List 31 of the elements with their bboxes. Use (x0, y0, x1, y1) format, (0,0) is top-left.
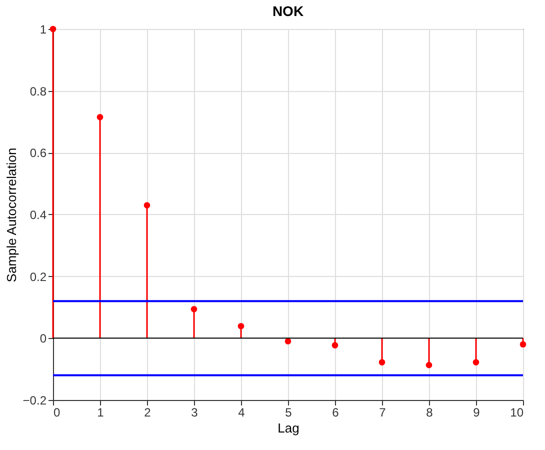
y-axis-title: Sample Autocorrelation (4, 148, 19, 282)
point (96, 114, 104, 120)
x-tick-label: 7 (379, 406, 386, 420)
x-tick-label: 0 (54, 406, 60, 420)
x-tick-label: 9 (473, 406, 480, 420)
y-tick-label: 0.6 (30, 146, 47, 160)
point (520, 341, 526, 348)
y-tick-label: 0.8 (30, 84, 47, 98)
x-tick-label: 4 (238, 406, 246, 420)
point (378, 359, 386, 366)
x-tick-label: 8 (426, 406, 434, 420)
point (426, 362, 432, 368)
x-axis-title: Lag (278, 420, 300, 436)
x-tick-label: 3 (191, 406, 198, 420)
y-tick-label: 0.2 (30, 270, 47, 284)
x-tick-label: 6 (332, 406, 340, 420)
x-tick-label: 2 (144, 406, 152, 420)
point (190, 306, 198, 312)
point (332, 342, 338, 348)
y-tick-label: −0.2 (22, 394, 47, 408)
point (284, 338, 292, 344)
y-tick-label: 0 (40, 332, 47, 346)
x-tick-label: 5 (285, 406, 292, 420)
y-tick-label: 0.4 (30, 208, 47, 222)
x-tick-label: 1 (97, 406, 104, 420)
x-tick-label: 10 (510, 406, 524, 420)
chart-title: NOK (272, 3, 304, 19)
point (238, 322, 244, 330)
y-tick-label: 1 (40, 22, 47, 36)
point (144, 202, 150, 208)
point (472, 359, 480, 366)
